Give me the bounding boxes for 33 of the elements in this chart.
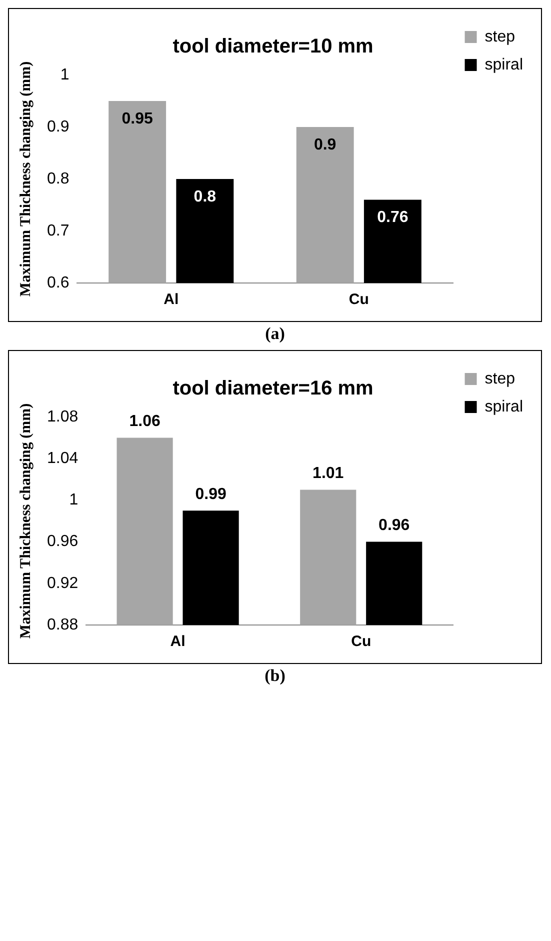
data-label: 1.06 <box>129 413 160 430</box>
x-tick-label: Al <box>170 633 186 650</box>
data-label: 0.95 <box>122 110 153 128</box>
data-label: 0.99 <box>195 486 226 504</box>
chart-title: tool diameter=16 mm <box>172 378 374 400</box>
y-tick-label: 1 <box>69 492 78 509</box>
y-tick-label: 1 <box>60 66 70 84</box>
y-tick-label: 0.8 <box>46 170 70 188</box>
text: (b) <box>264 666 286 686</box>
data-label: 0.96 <box>378 517 410 534</box>
chart-title: tool diameter=10 mm <box>172 36 374 58</box>
y-axis-title: Maximum Thickness changing (mm) <box>18 403 34 639</box>
legend-label: step <box>484 28 516 46</box>
text: (a) <box>264 324 286 344</box>
y-tick-label: 0.6 <box>46 274 70 292</box>
y-tick-label: 0.88 <box>47 616 78 634</box>
data-label: 1.01 <box>312 465 344 482</box>
x-tick-label: Al <box>164 291 179 308</box>
legend-label: step <box>484 370 516 388</box>
y-axis-title: Maximum Thickness changing (mm) <box>18 61 34 297</box>
y-tick-label: 0.92 <box>47 574 78 592</box>
y-tick-label: 0.9 <box>46 118 70 136</box>
y-tick-label: 1.04 <box>47 450 78 468</box>
y-tick-label: 1.08 <box>47 408 78 426</box>
data-label: 0.9 <box>314 136 336 154</box>
x-tick-label: Cu <box>351 633 372 650</box>
legend-label: spiral <box>484 398 523 416</box>
x-tick-label: Cu <box>348 291 369 308</box>
y-tick-label: 0.7 <box>46 222 70 240</box>
data-label: 0.8 <box>194 188 216 206</box>
legend-label: spiral <box>484 56 523 74</box>
y-tick-label: 0.96 <box>47 533 78 550</box>
data-label: 0.76 <box>377 209 408 226</box>
